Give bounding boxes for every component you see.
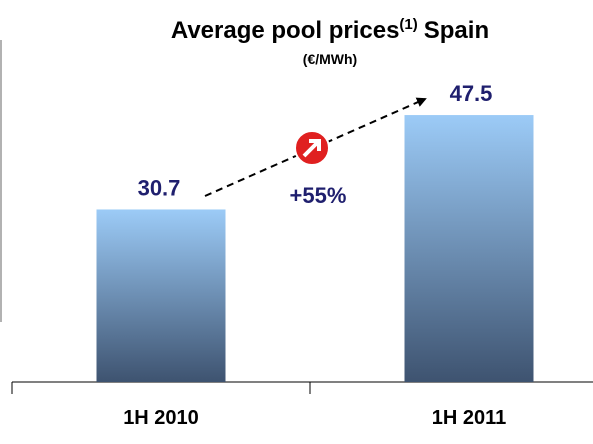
x-tick-label: 1H 2011 [432, 407, 507, 429]
annotation: +55% [290, 183, 347, 208]
growth-icon [294, 130, 330, 166]
chart-title: Average pool prices(1) Spain [171, 16, 489, 44]
value-label: 30.7 [138, 175, 181, 200]
bar [96, 209, 226, 382]
x-tick-label: 1H 2010 [123, 407, 199, 429]
chart-subtitle: (€/MWh) [303, 51, 357, 67]
value-label: 47.5 [450, 81, 493, 106]
bar [404, 115, 534, 383]
